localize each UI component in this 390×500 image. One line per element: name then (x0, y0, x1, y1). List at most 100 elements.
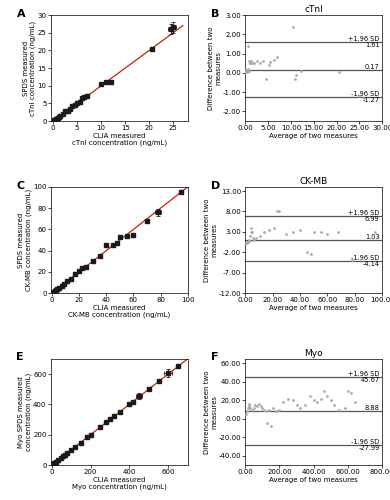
Point (348, 389, 355, 397)
Point (324, 392, 331, 400)
Point (269, 404, 276, 412)
Point (335, 228, 342, 236)
Point (245, 65, 252, 73)
Point (274, 54, 280, 62)
Text: +1.96 SD: +1.96 SD (348, 210, 379, 216)
Point (243, 66, 249, 74)
Text: +1.96 SD: +1.96 SD (348, 36, 379, 42)
Point (246, 58, 252, 66)
Point (293, 71, 300, 79)
Point (245, 404, 251, 412)
Point (245, 66, 251, 74)
Point (243, 68, 250, 76)
Point (266, 226, 272, 234)
Point (264, 420, 271, 428)
Point (247, 232, 253, 240)
Point (246, 59, 253, 67)
Point (257, 59, 263, 67)
Text: 1.61: 1.61 (365, 42, 379, 48)
Point (298, 67, 304, 75)
Text: -1.27: -1.27 (362, 98, 379, 103)
Point (310, 396, 317, 404)
Point (290, 396, 296, 404)
Text: D: D (211, 180, 220, 190)
Text: C: C (16, 180, 25, 190)
Point (314, 398, 320, 406)
Point (280, 398, 286, 406)
Text: -1.96 SD: -1.96 SD (351, 92, 379, 98)
Point (253, 234, 259, 242)
Point (271, 224, 277, 232)
Point (307, 392, 314, 400)
X-axis label: CLIA measured
CK-MB concentration (ng/mL): CLIA measured CK-MB concentration (ng/mL… (68, 304, 170, 318)
Text: -1.96 SD: -1.96 SD (351, 438, 379, 444)
X-axis label: Average of two measures: Average of two measures (269, 304, 358, 310)
Point (317, 228, 324, 236)
Point (262, 74, 269, 82)
Point (262, 408, 269, 416)
Point (328, 396, 334, 404)
Point (250, 234, 256, 242)
Point (266, 406, 272, 413)
Point (293, 401, 300, 409)
Point (245, 42, 251, 50)
Text: 45.67: 45.67 (360, 376, 379, 382)
Point (324, 230, 331, 238)
Text: -4.14: -4.14 (362, 261, 379, 267)
Text: F: F (211, 352, 218, 362)
Point (251, 59, 257, 67)
Point (261, 228, 267, 236)
Y-axis label: SPDS measured
CK-MB concentration (ng/mL): SPDS measured CK-MB concentration (ng/mL… (18, 189, 32, 291)
X-axis label: CLIA measured
Myo concentration (ng/mL): CLIA measured Myo concentration (ng/mL) (72, 476, 167, 490)
Point (251, 236, 257, 244)
Point (248, 58, 254, 66)
Point (267, 58, 273, 66)
Point (336, 406, 342, 413)
X-axis label: Average of two measures: Average of two measures (269, 476, 358, 482)
Point (244, 67, 250, 75)
Title: CK-MB: CK-MB (300, 177, 328, 186)
Text: 1.03: 1.03 (365, 234, 379, 240)
Point (246, 67, 252, 75)
Point (321, 387, 327, 395)
Point (261, 406, 267, 413)
Point (259, 58, 266, 66)
Point (244, 238, 250, 246)
Point (345, 387, 351, 395)
Point (243, 239, 249, 247)
Text: 6.99: 6.99 (365, 216, 379, 222)
Point (277, 406, 283, 413)
Point (310, 228, 317, 236)
Y-axis label: Myo SPDS measured
concentration (ng/mL): Myo SPDS measured concentration (ng/mL) (18, 373, 32, 451)
Point (252, 401, 259, 409)
Point (308, 250, 314, 258)
Point (259, 404, 266, 412)
Point (244, 408, 250, 416)
X-axis label: Average of two measures: Average of two measures (269, 132, 358, 138)
Point (285, 394, 291, 402)
Text: 8.88: 8.88 (365, 404, 379, 410)
Point (356, 92, 362, 100)
Point (246, 400, 252, 408)
Y-axis label: SPDS measured
cTnI concentration (ng/mL): SPDS measured cTnI concentration (ng/mL) (23, 20, 36, 116)
Point (277, 208, 283, 216)
Point (243, 67, 249, 75)
Point (349, 256, 355, 264)
Text: -27.99: -27.99 (358, 444, 379, 450)
Text: A: A (16, 8, 25, 18)
Point (361, 94, 367, 102)
Text: E: E (16, 352, 24, 362)
Point (248, 228, 254, 236)
Point (246, 237, 252, 245)
Point (249, 228, 255, 236)
Point (304, 248, 310, 256)
Point (372, 228, 378, 236)
Point (273, 408, 279, 416)
Point (274, 208, 280, 216)
Point (243, 67, 249, 75)
Point (271, 56, 277, 64)
Point (256, 400, 262, 408)
Point (290, 228, 296, 236)
Point (317, 394, 324, 402)
Point (243, 239, 250, 247)
